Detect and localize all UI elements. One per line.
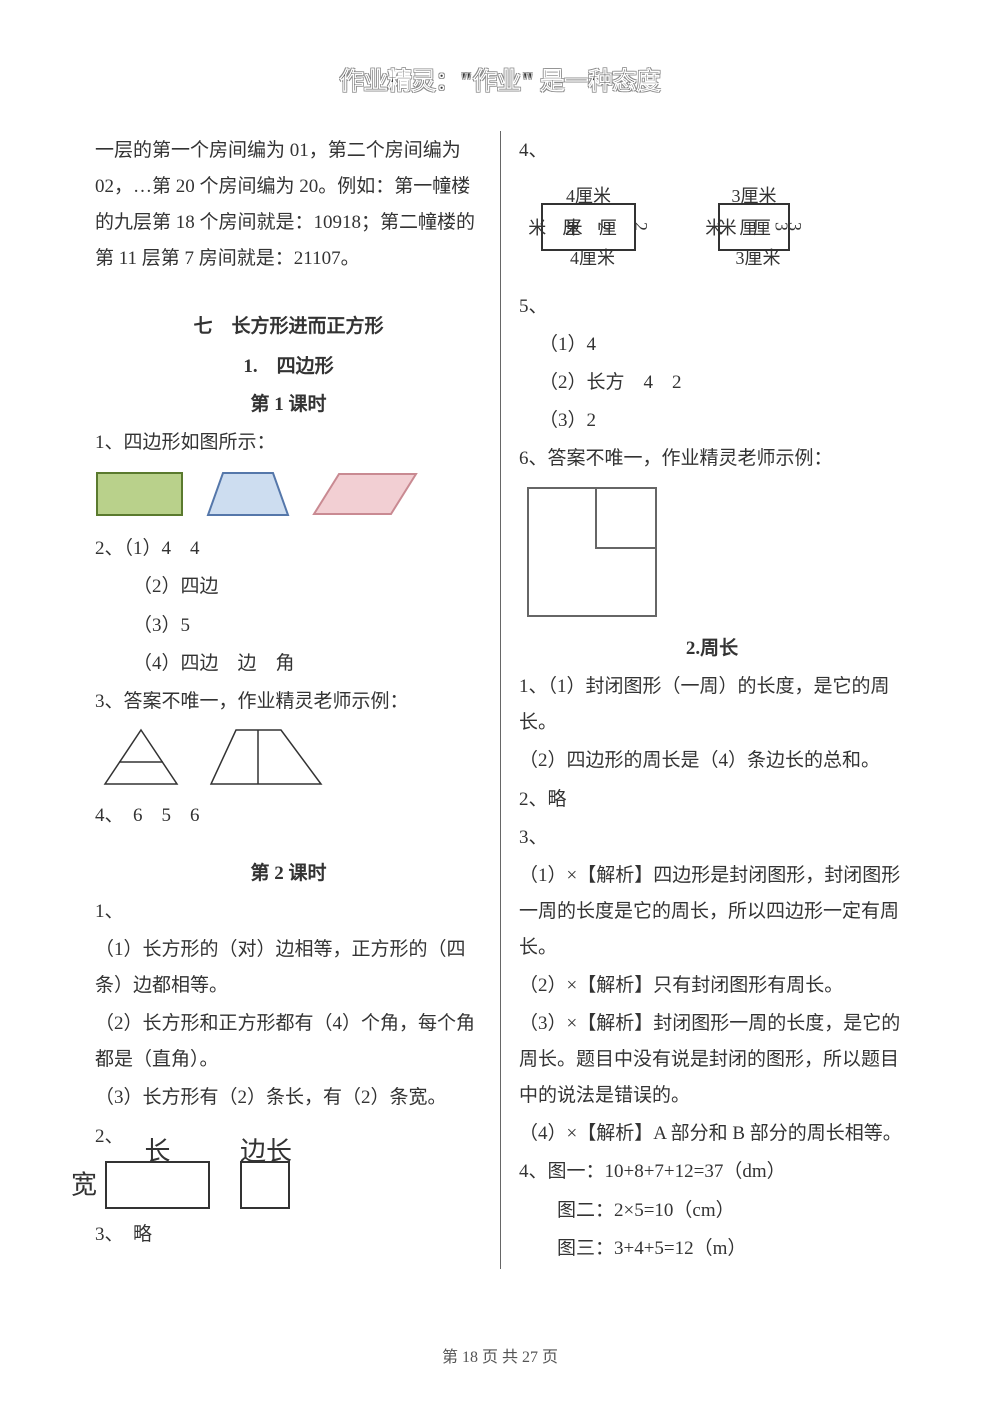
rect2-bottom: 3厘米: [722, 241, 794, 275]
section-1-title: 1. 四边形: [95, 349, 482, 385]
triangle-split-shape: [101, 726, 181, 788]
matchstick-figure: [527, 487, 657, 617]
s2-4b: 图二：2×5=10（cm）: [519, 1193, 905, 1229]
r-q5c: （3）2: [519, 403, 905, 439]
q1-text: 1、四边形如图所示：: [95, 425, 482, 461]
section-2-title: 2.周长: [519, 631, 905, 667]
s2-3c: （3）×【解析】封闭图形一周的长度，是它的周长。题目中没有说是封闭的图形，所以题…: [519, 1006, 905, 1114]
l2-q1: 1、: [95, 894, 482, 930]
rect-label-diagram: 长 宽 边长: [105, 1161, 482, 1209]
rectangle-shape: [95, 471, 185, 517]
s2-1b: （2）四边形的周长是（4）条边长的总和。: [519, 743, 905, 779]
s2-3d: （4）×【解析】A 部分和 B 部分的周长相等。: [519, 1116, 905, 1152]
lesson-2-title: 第 2 课时: [95, 856, 482, 892]
q4-text: 4、 6 5 6: [95, 798, 482, 834]
l2-q3: 3、 略: [95, 1217, 482, 1253]
r-q5a: （1）4: [519, 327, 905, 363]
s2-2: 2、略: [519, 782, 905, 818]
s2-4a: 4、图一：10+8+7+12=37（dm）: [519, 1154, 905, 1190]
l2-q1b: （2）长方形和正方形都有（4）个角，每个角都是（直角）。: [95, 1006, 482, 1078]
trapezoid-shape: [203, 469, 293, 519]
q2-3: （3）5: [95, 608, 482, 644]
shapes-example-row: [101, 726, 482, 788]
lesson-1-title: 第 1 课时: [95, 387, 482, 423]
intro-text: 一层的第一个房间编为 01，第二个房间编为 02，…第 20 个房间编为 20。…: [95, 133, 482, 277]
page-footer: 第 18 页 共 27 页: [0, 1343, 1000, 1373]
q2-1: 2、（1）4 4: [95, 531, 482, 567]
trapezoid-split-shape: [206, 726, 326, 788]
rect1-top: 4厘米: [541, 179, 636, 213]
labeled-rect-1: 4厘米 4厘米 2厘米 2厘米: [541, 203, 636, 251]
content-columns: 一层的第一个房间编为 01，第二个房间编为 02，…第 20 个房间编为 20。…: [85, 131, 915, 1269]
l2-q1c: （3）长方形有（2）条长，有（2）条宽。: [95, 1080, 482, 1116]
right-column: 4、 4厘米 4厘米 2厘米 2厘米 3厘米 3厘米 3厘米 3厘米 5、: [500, 131, 915, 1269]
s2-1a: 1、（1）封闭图形（一周）的长度，是它的周长。: [519, 669, 905, 741]
rect2-right: 3厘米: [709, 215, 812, 239]
r-q5b: （2）长方 4 2: [519, 365, 905, 401]
s2-3: 3、: [519, 820, 905, 856]
rect2-top: 3厘米: [718, 179, 790, 213]
label-chang: 长: [105, 1127, 210, 1176]
chapter-title: 七 长方形进而正方形: [95, 309, 482, 345]
rect1-right: 2厘米: [555, 215, 658, 239]
label-kuan: 宽: [71, 1160, 97, 1209]
left-column: 一层的第一个房间编为 01，第二个房间编为 02，…第 20 个房间编为 20。…: [85, 131, 500, 1269]
rect1-bottom: 4厘米: [545, 241, 640, 275]
l2-q1a: （1）长方形的（对）边相等，正方形的（四条）边都相等。: [95, 932, 482, 1004]
q3-text: 3、答案不唯一，作业精灵老师示例：: [95, 684, 482, 720]
q2-4: （4）四边 边 角: [95, 646, 482, 682]
q2-2: （2）四边: [95, 569, 482, 605]
r-q6: 6、答案不唯一，作业精灵老师示例：: [519, 441, 905, 477]
page-root: 作业精灵："作业" 是一种态度 一层的第一个房间编为 01，第二个房间编为 02…: [0, 0, 1000, 1319]
page-header: 作业精灵："作业" 是一种态度: [85, 60, 915, 106]
labeled-rects-row: 4厘米 4厘米 2厘米 2厘米 3厘米 3厘米 3厘米 3厘米: [519, 179, 905, 275]
label-bianchang: 边长: [240, 1127, 290, 1176]
s2-4c: 图三：3+4+5=12（m）: [519, 1231, 905, 1267]
parallelogram-shape: [311, 470, 421, 518]
r-q5: 5、: [519, 289, 905, 325]
s2-3b: （2）×【解析】只有封闭图形有周长。: [519, 968, 905, 1004]
labeled-rect-2: 3厘米 3厘米 3厘米 3厘米: [718, 203, 790, 251]
r-q4: 4、: [519, 133, 905, 169]
shapes-quadrilaterals: [95, 469, 482, 519]
s2-3a: （1）×【解析】四边形是封闭图形，封闭图形一周的长度是它的周长，所以四边形一定有…: [519, 858, 905, 966]
